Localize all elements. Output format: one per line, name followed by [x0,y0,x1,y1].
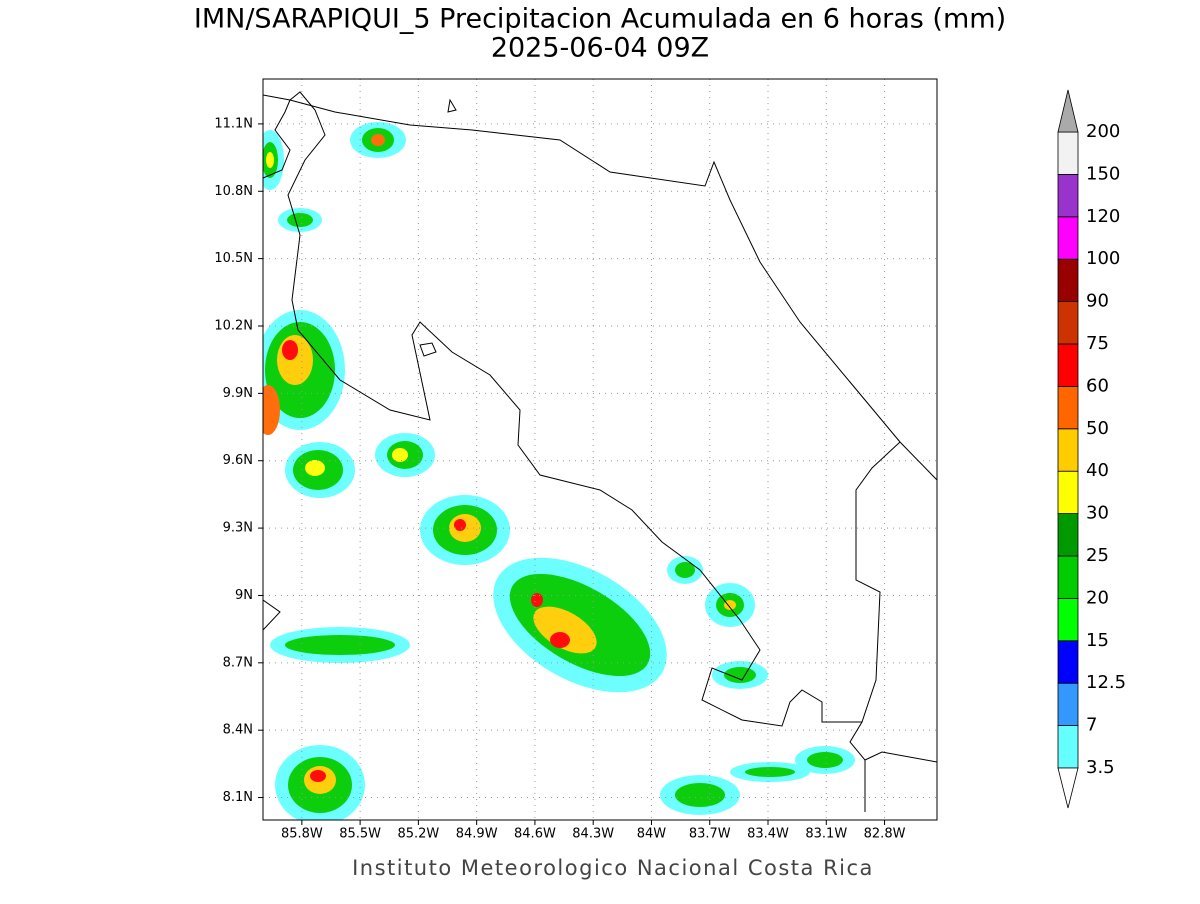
colorbar-label: 100 [1086,248,1120,269]
coastlines [263,91,937,812]
colorbar-label: 3.5 [1086,757,1115,778]
lat-tick-label: 9.9N [223,386,253,401]
colorbar-label: 150 [1086,163,1120,184]
colorbar-band [1057,385,1079,430]
colorbar-band [1057,470,1079,515]
colorbar-label: 12.5 [1086,672,1126,693]
colorbar-band [1057,216,1079,260]
lon-tick-label: 84.6W [514,827,556,842]
colorbar-label: 200 [1086,121,1120,142]
lat-tick-label: 10.2N [214,319,253,334]
map-subtitle: 2025-06-04 09Z [491,33,709,64]
lon-tick-label: 84W [637,827,667,842]
colorbar-band [1057,258,1079,303]
colorbar-band [1057,173,1079,218]
precipitation-field [263,122,855,820]
colorbar-label: 30 [1086,503,1109,524]
colorbar-band [1057,343,1079,387]
lon-tick-label: 84.3W [572,827,614,842]
lat-tick-label: 8.1N [223,790,253,805]
colorbar-band [1057,725,1079,769]
colorbar-label: 7 [1086,715,1097,736]
graticule [258,79,937,825]
lat-tick-label: 8.7N [223,655,253,670]
colorbar-band [1057,598,1079,642]
lat-tick-label: 9.6N [223,453,253,468]
lat-tick-label: 10.5N [214,251,253,266]
credit: Instituto Meteorologico Nacional Costa R… [352,856,874,880]
colorbar-band [1057,682,1079,727]
lon-tick-label: 83.1W [805,827,847,842]
lat-tick-label: 8.4N [223,723,253,738]
lat-tick-label: 11.1N [214,116,253,131]
colorbar-band [1057,131,1079,175]
colorbar: 3.5 7 12.5 15 20 25 30 40 50 60 75 90 100 120 150 200 [1057,89,1126,809]
colorbar-band [1057,555,1079,599]
colorbar-label: 120 [1086,206,1120,227]
lon-tick-label: 83.7W [689,827,731,842]
colorbar-band [1057,513,1079,557]
lon-tick-label: 82.8W [864,827,906,842]
lat-tick-label: 9.3N [223,521,253,536]
lon-tick-label: 84.9W [456,827,498,842]
colorbar-label: 50 [1086,418,1109,439]
colorbar-label: 25 [1086,545,1109,566]
map-title: IMN/SARAPIQUI_5 Precipitacion Acumulada … [194,4,1006,35]
colorbar-under [1057,767,1079,809]
map-frame [262,78,938,821]
colorbar-label: 75 [1086,333,1109,354]
colorbar-band [1057,301,1079,345]
lat-tick-label: 10.8N [214,184,253,199]
colorbar-over [1057,89,1079,133]
lon-tick-label: 83.4W [747,827,789,842]
colorbar-band [1057,640,1079,684]
lon-tick-label: 85.8W [281,827,323,842]
lon-tick-label: 85.2W [397,827,439,842]
colorbar-label: 40 [1086,460,1109,481]
colorbar-label: 20 [1086,587,1109,608]
lat-tick-label: 9N [235,588,253,603]
colorbar-label: 90 [1086,291,1109,312]
colorbar-band [1057,428,1079,472]
colorbar-label: 15 [1086,630,1109,651]
colorbar-label: 60 [1086,375,1109,396]
lon-tick-label: 85.5W [339,827,381,842]
